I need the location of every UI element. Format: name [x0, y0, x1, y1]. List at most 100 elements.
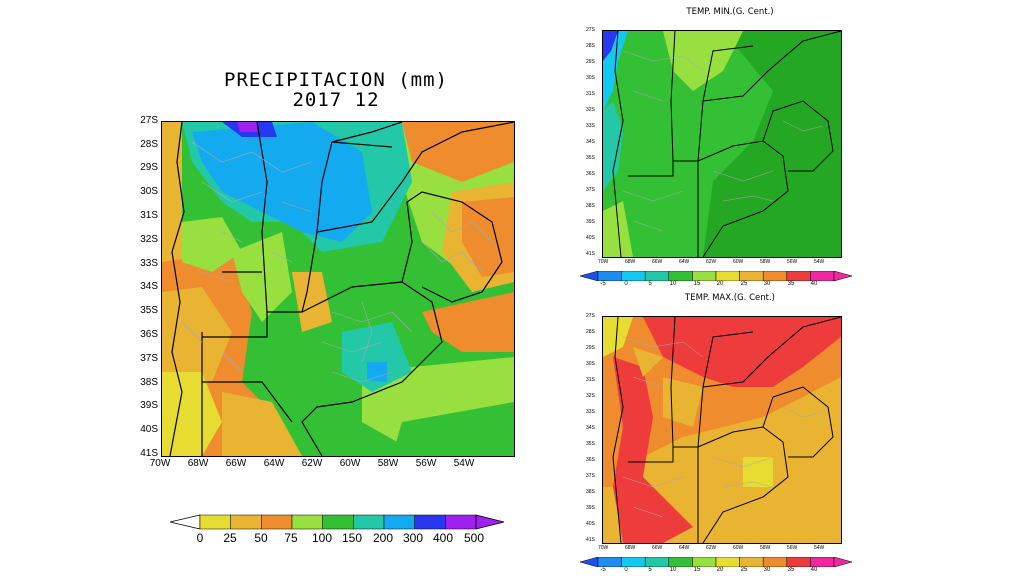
colorbar-label: 10: [669, 567, 677, 573]
precip-title: PRECIPITACION (mm) 2017 12: [200, 70, 472, 110]
colorbar-label: 30: [763, 281, 771, 287]
lon-tick-label: 68W: [625, 545, 636, 551]
colorbar-label: -5: [600, 281, 606, 287]
colorbar-label: 15: [693, 281, 701, 287]
precip-map: [161, 121, 515, 457]
lat-tick-label: 33S: [140, 258, 158, 269]
lat-tick-label: 37S: [586, 473, 595, 479]
lon-tick-label: 70W: [598, 545, 609, 551]
colorbar-label: 25: [740, 567, 748, 573]
lat-tick-label: 37S: [140, 353, 158, 364]
colorbar-swatch: [230, 514, 262, 530]
colorbar-label: 35: [787, 281, 795, 287]
lat-tick-label: 29S: [140, 162, 158, 173]
colorbar-label: 300: [402, 531, 424, 545]
lon-tick-label: 60W: [733, 545, 744, 551]
tmax-title: TEMP. MAX.(G. Cent.): [685, 293, 775, 303]
lon-tick-label: 66W: [652, 545, 663, 551]
lat-tick-label: 38S: [140, 377, 158, 388]
lat-tick-label: 29S: [586, 345, 595, 351]
colorbar-label: 200: [372, 531, 394, 545]
colorbar-swatch: [597, 271, 622, 281]
colorbar-under-triangle: [580, 271, 599, 281]
colorbar-label: 50: [254, 531, 268, 545]
colorbar-swatch: [199, 514, 231, 530]
colorbar-swatch: [644, 557, 670, 567]
lat-tick-label: 32S: [140, 234, 158, 245]
lon-tick-label: 58W: [760, 259, 771, 265]
lon-tick-label: 60W: [733, 259, 744, 265]
colorbar-swatch: [383, 514, 415, 530]
lat-tick-label: 39S: [140, 400, 158, 411]
lat-tick-label: 38S: [586, 489, 595, 495]
lat-tick-label: 34S: [586, 425, 595, 431]
colorbar-over-triangle: [833, 271, 852, 281]
colorbar-label: 0: [624, 567, 628, 573]
lat-tick-label: 40S: [586, 521, 595, 527]
colorbar-swatch: [786, 271, 811, 281]
lat-tick-label: 40S: [586, 235, 595, 241]
lat-tick-label: 37S: [586, 187, 595, 193]
lat-tick-label: 30S: [586, 75, 595, 81]
colorbar-swatch: [414, 514, 446, 530]
colorbar-label: 0: [624, 281, 628, 287]
tmin-colorbar: [580, 271, 852, 281]
lat-tick-label: 36S: [586, 457, 595, 463]
colorbar-over-triangle: [833, 557, 852, 567]
lat-tick-label: 28S: [586, 329, 595, 335]
lat-tick-label: 31S: [140, 210, 158, 221]
lon-tick-label: 56W: [787, 545, 798, 551]
tmin-title: TEMP. MIN.(G. Cent.): [686, 7, 774, 17]
lon-tick-label: 64W: [679, 259, 690, 265]
lat-tick-label: 36S: [140, 329, 158, 340]
precip-field: [162, 122, 514, 456]
lon-tick-label: 70W: [149, 458, 171, 469]
colorbar-swatch: [715, 557, 740, 567]
precip-title-line1: PRECIPITACION (mm): [224, 69, 448, 91]
colorbar-swatch: [644, 271, 670, 281]
lat-tick-label: 41S: [140, 448, 158, 459]
lon-tick-label: 54W: [453, 458, 475, 469]
lat-tick-label: 32S: [586, 393, 595, 399]
lon-tick-label: 64W: [263, 458, 285, 469]
colorbar-label: 25: [740, 281, 748, 287]
lat-tick-label: 29S: [586, 59, 595, 65]
lat-tick-label: 31S: [586, 91, 595, 97]
colorbar-label: 40: [810, 567, 818, 573]
lon-tick-label: 56W: [787, 259, 798, 265]
lon-tick-label: 56W: [415, 458, 437, 469]
colorbar-swatch: [762, 557, 788, 567]
colorbar-swatch: [786, 557, 811, 567]
lat-tick-label: 33S: [586, 409, 595, 415]
colorbar-swatch: [291, 514, 323, 530]
tmin-map: [602, 30, 842, 258]
lat-tick-label: 32S: [586, 107, 595, 113]
colorbar-label: 20: [716, 281, 724, 287]
colorbar-swatch: [353, 514, 385, 530]
colorbar-label: 25: [223, 531, 237, 545]
colorbar-label: 100: [311, 531, 333, 545]
lat-tick-label: 27S: [586, 27, 595, 33]
tmin-field: [603, 31, 841, 257]
lat-tick-label: 31S: [586, 377, 595, 383]
tmax-field: [603, 317, 841, 543]
colorbar-label: 30: [763, 567, 771, 573]
lat-tick-label: 30S: [140, 186, 158, 197]
colorbar-label: 75: [284, 531, 298, 545]
colorbar-swatch: [762, 271, 788, 281]
lat-tick-label: 40S: [140, 424, 158, 435]
colorbar-swatch: [810, 557, 835, 567]
lat-tick-label: 27S: [586, 313, 595, 319]
colorbar-swatch: [692, 557, 717, 567]
colorbar-under-triangle: [170, 514, 201, 530]
lon-tick-label: 58W: [760, 545, 771, 551]
lat-tick-label: 36S: [586, 171, 595, 177]
lat-tick-label: 35S: [586, 155, 595, 161]
lon-tick-label: 68W: [187, 458, 209, 469]
lon-tick-label: 62W: [301, 458, 323, 469]
colorbar-swatch: [692, 271, 717, 281]
lon-tick-label: 62W: [706, 259, 717, 265]
lat-tick-label: 34S: [140, 281, 158, 292]
colorbar-swatch: [597, 557, 622, 567]
lon-tick-label: 68W: [625, 259, 636, 265]
